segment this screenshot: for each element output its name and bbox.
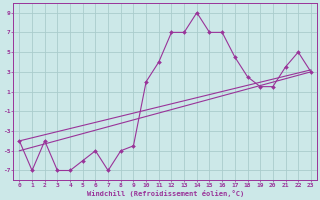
X-axis label: Windchill (Refroidissement éolien,°C): Windchill (Refroidissement éolien,°C) — [86, 190, 244, 197]
